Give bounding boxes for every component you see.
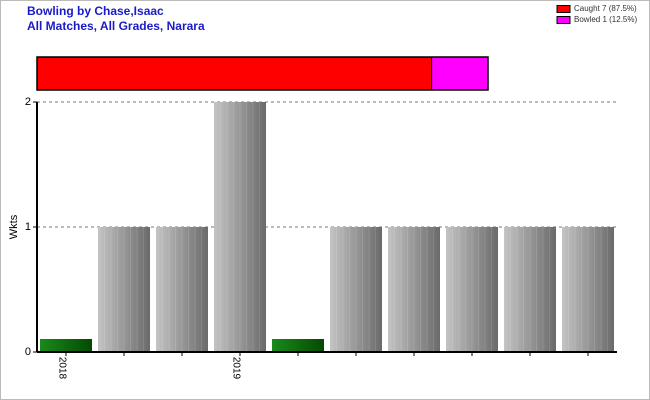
bar [98,227,150,352]
bar [446,227,498,352]
bar [562,227,614,352]
chart-subtitle: All Matches, All Grades, Narara [27,19,205,33]
bar [388,227,440,352]
legend-label: Bowled 1 (12.5%) [574,15,637,24]
y-tick-label: 1 [25,221,31,233]
summary-outline [36,56,489,91]
y-tick-label: 2 [25,96,31,108]
summary-segment [36,56,433,91]
legend-swatch [556,5,571,13]
y-axis-label: Wkts [8,214,20,239]
y-tick-label: 0 [25,346,31,358]
bar [504,227,556,352]
x-tick-label: 2018 [56,357,67,380]
legend-swatch [556,16,571,24]
chart-title: Bowling by Chase,Isaac [27,4,164,18]
bar [40,339,92,352]
summary-segment [431,56,489,91]
legend-label: Caught 7 (87.5%) [574,4,637,13]
x-tick-label: 2019 [230,357,241,380]
bar [272,339,324,352]
bar [214,102,266,352]
bar [330,227,382,352]
bar [156,227,208,352]
